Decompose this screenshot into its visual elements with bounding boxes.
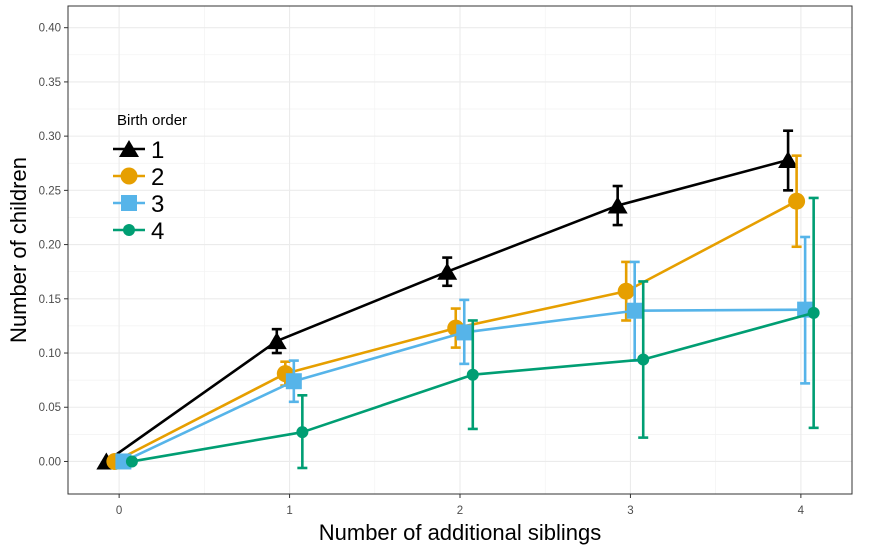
y-tick-label: 0.05	[39, 402, 61, 414]
legend-key-marker	[121, 195, 137, 211]
legend-label: 2	[151, 164, 164, 191]
legend-label: 3	[151, 191, 164, 218]
data-point	[607, 196, 628, 214]
y-tick-label: 0.15	[39, 294, 61, 306]
data-point	[778, 150, 799, 168]
y-tick-label: 0.20	[39, 240, 61, 252]
legend-title: Birth order	[117, 112, 187, 129]
legend-item-4: 4	[113, 218, 164, 245]
legend-key-marker	[119, 140, 139, 157]
legend-key-marker	[123, 224, 135, 236]
legend-key-marker	[120, 167, 138, 185]
grid-lines	[68, 6, 852, 494]
data-point	[115, 453, 132, 470]
legend-item-3: 3	[113, 191, 164, 218]
x-tick-label: 1	[286, 505, 292, 517]
y-tick-label: 0.40	[39, 23, 61, 35]
legend-label: 4	[151, 218, 164, 245]
data-point	[285, 373, 302, 390]
x-tick-label: 4	[798, 505, 805, 517]
data-point	[466, 368, 479, 381]
data-point	[617, 282, 635, 300]
y-tick-label: 0.10	[39, 348, 61, 360]
x-tick-label: 3	[627, 505, 633, 517]
series-group	[96, 129, 820, 470]
data-point	[626, 302, 643, 319]
y-axis-title: Number of children	[6, 157, 31, 343]
x-axis-title: Number of additional siblings	[319, 520, 602, 545]
data-point	[456, 324, 473, 341]
legend-item-2: 2	[113, 164, 164, 191]
x-tick-label: 2	[457, 505, 463, 517]
data-point	[125, 455, 138, 468]
y-tick-label: 0.35	[39, 77, 61, 89]
y-tick-label: 0.25	[39, 185, 61, 197]
x-tick-label: 0	[116, 505, 122, 517]
x-axis: 0 1 2 3 4	[116, 494, 805, 517]
data-point	[266, 332, 287, 350]
data-point	[788, 192, 806, 210]
y-axis: 0.00 0.05 0.10 0.15 0.20 0.25 0.30 0.35 0.40	[39, 23, 68, 468]
y-tick-label: 0.30	[39, 131, 61, 143]
data-point	[437, 262, 458, 280]
data-point	[807, 306, 820, 319]
legend-label: 1	[151, 137, 164, 164]
data-point	[296, 426, 309, 439]
y-tick-label: 0.00	[39, 456, 61, 468]
legend-item-1: 1	[113, 137, 164, 164]
data-point	[637, 353, 650, 366]
